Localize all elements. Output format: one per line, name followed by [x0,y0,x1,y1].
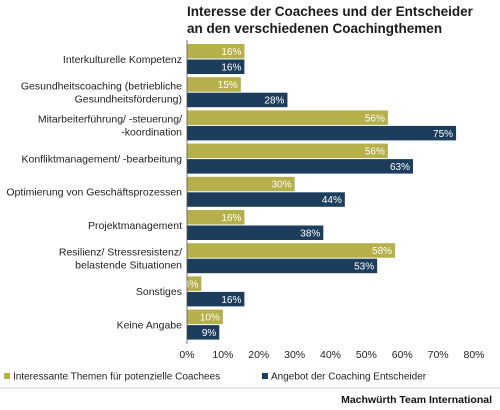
bar-entscheider-7 [187,291,245,307]
legend-swatch-coachees [4,373,10,379]
value-label-entscheider-3: 63% [390,162,410,173]
value-label-entscheider-4: 44% [322,195,342,206]
value-label-entscheider-8: 9% [202,328,217,339]
category-labels: Interkulturelle Kompetenz Gesundheitscoac… [6,54,182,332]
category-label-6-line-1: Resilienz/ Stressresistenz/ [59,247,182,259]
x-tick-label-70: 70% [428,349,449,361]
bar-coachees-4 [187,176,295,192]
bars: 16% 16% 15% 28% 56% 75% 56% 63% 30% 44% 16% 38% 58% 5… [184,40,457,344]
category-label-0: Interkulturelle Kompetenz [63,54,182,66]
bar-entscheider-6 [187,258,378,274]
value-label-coachees-2: 56% [365,113,385,124]
bar-coachees-6 [187,243,396,258]
value-label-entscheider-6: 53% [354,262,374,273]
category-label-4: Optimierung von Geschäftsprozessen [6,187,182,199]
value-label-entscheider-2: 75% [433,129,453,140]
value-label-coachees-0: 16% [221,47,241,58]
x-tick-label-40: 40% [320,349,341,361]
bar-coachees-0 [187,44,245,59]
bar-coachees-2 [187,110,388,125]
bar-coachees-8 [187,309,223,325]
value-label-coachees-8: 10% [200,312,220,323]
value-label-coachees-3: 56% [365,146,385,157]
category-label-2-line-2: -koordination [121,127,182,139]
value-label-entscheider-5: 38% [300,228,320,239]
value-label-entscheider-1: 28% [264,96,284,107]
category-label-7: Sonstiges [136,286,182,298]
x-tick-label-0: 0% [179,349,194,361]
value-label-coachees-5: 16% [221,213,241,224]
value-label-coachees-4: 30% [272,180,292,191]
bar-entscheider-1 [187,92,288,108]
x-tick-label-10: 10% [212,349,233,361]
bar-coachees-3 [187,143,388,159]
bar-entscheider-3 [187,159,414,174]
bar-coachees-1 [187,77,241,92]
x-tick-label-50: 50% [356,349,377,361]
chart-title-line-2: an den verschiedenen Coachingthemen [187,21,442,36]
value-label-entscheider-7: 16% [221,295,241,306]
bar-entscheider-2 [187,125,457,141]
bar-entscheider-0 [187,59,245,74]
legend-label-entscheider: Angebot der Coaching Entscheider [271,372,427,383]
legend-label-coachees: Interessante Themen für potenzielle Coac… [13,372,220,383]
value-label-coachees-7: 4% [184,279,199,290]
chart-title-line-1: Interesse der Coachees und der Entscheid… [187,4,474,19]
category-label-3: Konfliktmanagement/ -bearbeitung [21,153,182,165]
bar-entscheider-4 [187,192,345,207]
x-tick-label-30: 30% [284,349,305,361]
x-tick-label-80: 80% [463,349,484,361]
source-credit: Machwürth Team International [341,394,492,406]
category-label-1-line-1: Gesundheitscoaching (betriebliche [21,81,182,93]
bar-entscheider-5 [187,225,324,240]
category-label-8: Keine Angabe [117,319,183,331]
category-label-1-line-2: Gesundheitsförderung) [75,94,182,106]
category-label-6-line-2: belastende Situationen [75,260,182,272]
x-tick-label-60: 60% [392,349,413,361]
legend-swatch-entscheider [262,373,268,379]
value-label-coachees-1: 15% [218,80,238,91]
bar-coachees-5 [187,210,245,225]
value-label-entscheider-0: 16% [221,62,241,73]
value-label-coachees-6: 58% [372,246,392,257]
category-label-5: Projektmanagement [88,220,182,232]
x-tick-label-20: 20% [248,349,269,361]
category-label-2-line-1: Mitarbeiterführung/ -steuerung/ [38,114,182,126]
x-axis: 0% 10% 20% 30% 40% 50% 60% 70% 80% [179,349,484,361]
bar-coachees-7 [187,276,202,291]
bar-entscheider-8 [187,325,220,340]
chart-title: Interesse der Coachees und der Entscheid… [187,4,474,36]
legend: Interessante Themen für potenzielle Coac… [4,372,427,383]
